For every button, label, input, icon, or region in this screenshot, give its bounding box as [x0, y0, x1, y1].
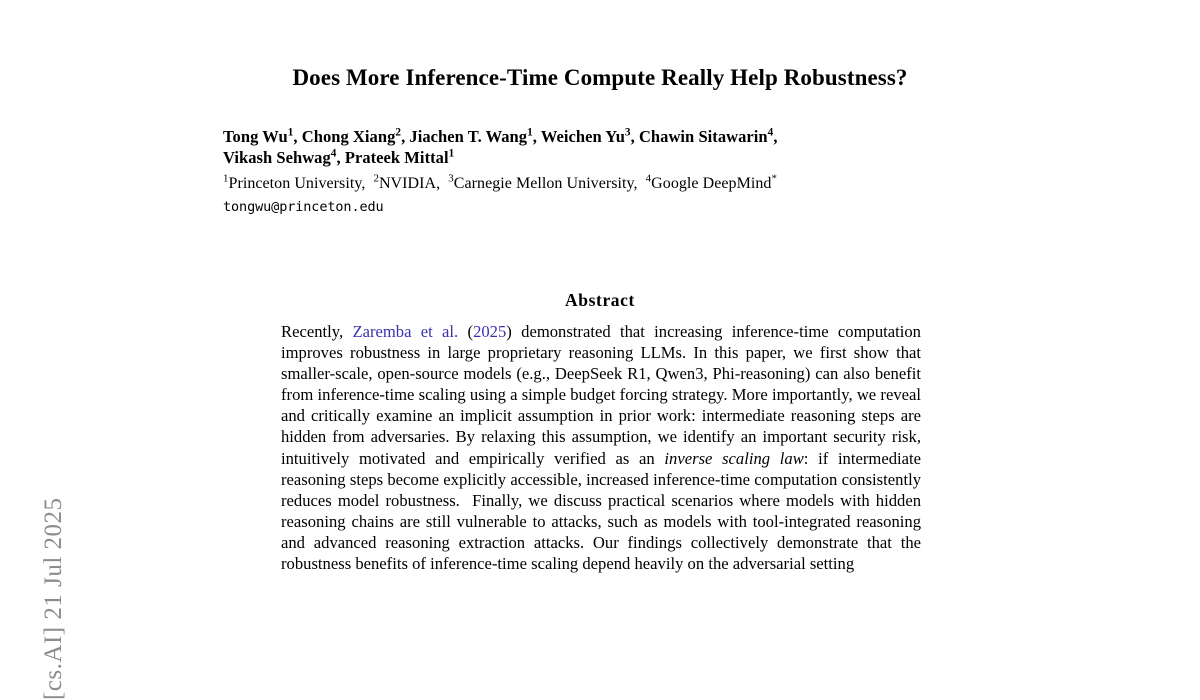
author-name: Chong Xiang: [301, 127, 396, 146]
affiliation-name: Princeton University: [228, 175, 362, 192]
affiliation-name: NVIDIA: [378, 175, 437, 192]
abstract-text-paren-open: (: [458, 322, 474, 341]
abstract-heading: Abstract: [565, 289, 635, 310]
author-affil-marker: 1: [448, 147, 455, 160]
abstract-body: Recently, Zaremba et al. (2025) demonstr…: [281, 321, 921, 574]
author-affil-marker: 1: [287, 126, 294, 139]
affiliation-line: 1Princeton University, 2NVIDIA, 3Carnegi…: [223, 172, 777, 192]
author-line-2: Vikash Sehwag4, Prateek Mittal1: [223, 147, 455, 167]
author-name: Vikash Sehwag: [223, 148, 331, 167]
author-line-1: Tong Wu1, Chong Xiang2, Jiachen T. Wang1…: [223, 126, 778, 146]
author-name: Prateek Mittal: [344, 148, 449, 167]
affiliation-name: Google DeepMind: [651, 175, 772, 192]
affiliation-marker: 2: [373, 172, 379, 185]
author-name: Tong Wu: [223, 127, 288, 146]
paper-page: [cs.AI] 21 Jul 2025 Does More Inference-…: [40, 65, 983, 700]
abstract-text-intro: Recently,: [281, 322, 353, 341]
author-name: Weichen Yu: [540, 127, 625, 146]
author-affil-marker: 3: [624, 126, 631, 139]
author-name: Chawin Sitawarin: [638, 127, 768, 146]
abstract-text-part-1: ) demonstrated that increasing inference…: [281, 322, 921, 468]
citation-link-zaremba[interactable]: Zaremba et al.: [352, 322, 459, 341]
author-affil-marker: 1: [527, 126, 533, 139]
abstract-text-part-2: : if intermediate reasoning steps become…: [281, 448, 921, 574]
author-affil-marker: 4: [330, 147, 337, 160]
corresponding-email[interactable]: tongwu@princeton.edu: [223, 199, 384, 215]
abstract-emphasis-inverse-scaling-law: inverse scaling law: [664, 448, 804, 468]
affiliation-marker: 1: [223, 172, 229, 185]
affiliation-footnote-marker: *: [771, 172, 777, 185]
author-affil-marker: 4: [767, 126, 774, 139]
citation-link-year[interactable]: 2025: [473, 322, 507, 341]
author-name: Jiachen T. Wang: [409, 127, 528, 146]
affiliation-marker: 3: [448, 172, 454, 185]
affiliation-name: Carnegie Mellon University: [453, 175, 634, 192]
author-block: Tong Wu1, Chong Xiang2, Jiachen T. Wang1…: [223, 126, 983, 217]
author-affil-marker: 2: [395, 126, 402, 139]
affiliation-marker: 4: [645, 172, 652, 185]
page-title: Does More Inference-Time Compute Really …: [292, 65, 908, 91]
arxiv-vertical-stamp: [cs.AI] 21 Jul 2025: [40, 497, 67, 700]
